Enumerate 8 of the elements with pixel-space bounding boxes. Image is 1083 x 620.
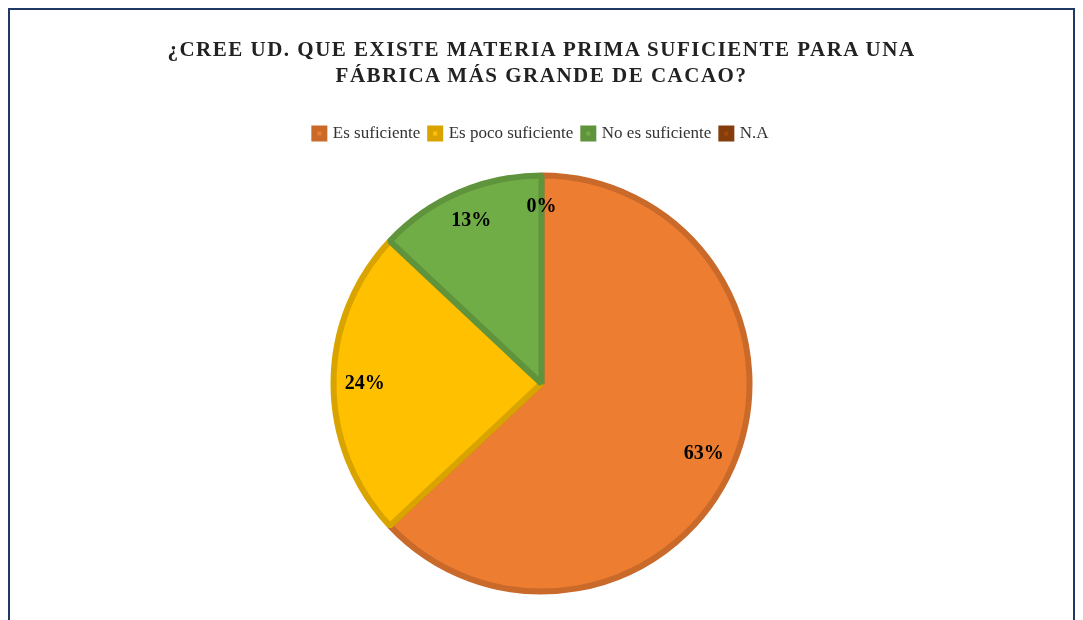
legend-label: N.A [739,122,770,142]
chart-title: ¿CREE UD. QUE EXISTE MATERIA PRIMA SUFICIENTE PARA UNA FÁBRICA MÁS GRANDE DE CACAO? [166,36,917,88]
legend-label: No es suficiente [601,122,712,142]
data-label: 24% [344,370,385,393]
legend-label: Es poco suficiente [448,122,574,142]
data-label: 63% [683,440,724,463]
legend-label: Es suficiente [332,122,421,142]
data-label: 13% [451,208,492,231]
